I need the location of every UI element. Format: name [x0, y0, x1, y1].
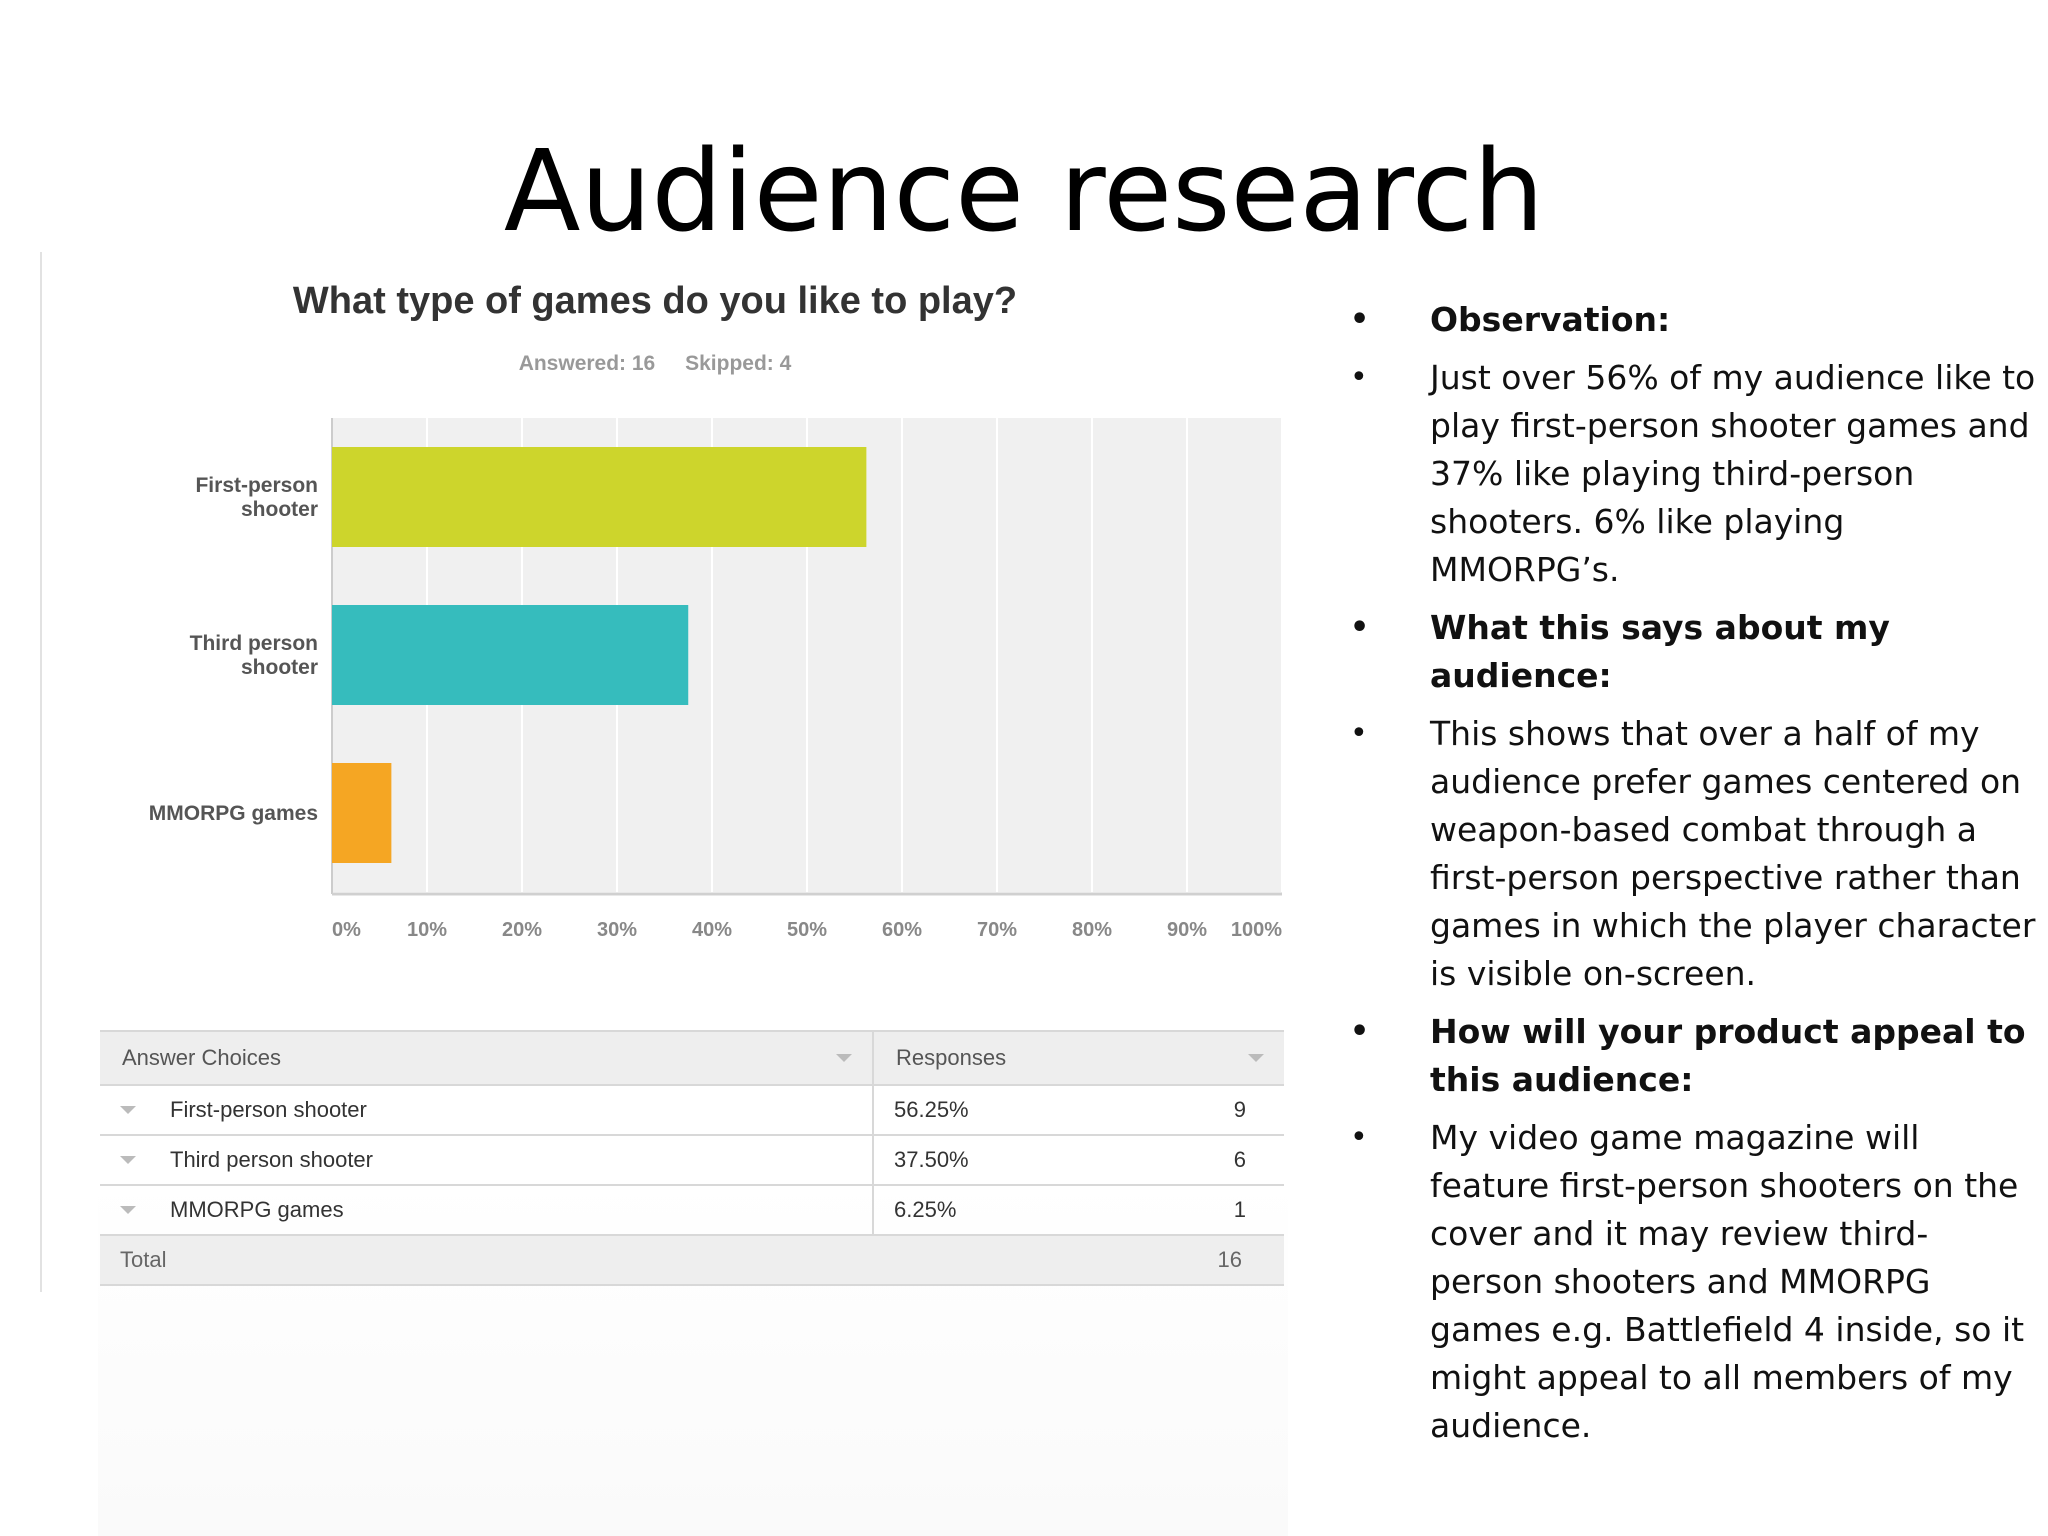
table-total-row: Total 16 — [100, 1235, 1284, 1286]
expand-caret-icon[interactable] — [120, 1106, 136, 1114]
slide-title: Audience research — [503, 127, 1545, 257]
bar-chart: 0% 10% 20% 30% 40% 50% 60% 70% 80% 90% 100% First-p… — [149, 418, 1283, 941]
answer-choices-header[interactable]: Answer Choices — [100, 1030, 874, 1086]
x-tick-label: 100% — [1231, 919, 1282, 941]
count-cell: 6 — [1124, 1135, 1284, 1186]
choice-cell: First-person shooter — [100, 1085, 874, 1136]
x-tick-label: 40% — [692, 919, 732, 941]
x-tick-label: 70% — [977, 919, 1017, 941]
x-tick-label: 20% — [502, 919, 542, 941]
choice-label: First-person shooter — [170, 1097, 367, 1122]
bar-mmorpg-games — [332, 763, 392, 863]
sort-caret-icon — [1248, 1054, 1264, 1062]
x-tick-label: 0% — [332, 919, 361, 941]
table-header-row: Answer Choices Responses — [100, 1030, 1284, 1086]
percent-cell: 56.25% — [873, 1085, 1124, 1136]
answer-choices-label: Answer Choices — [122, 1045, 281, 1070]
bullet-appeal-heading: How will your product appeal to this aud… — [1346, 1008, 2036, 1104]
bar-first-person-shooter — [332, 447, 867, 547]
percent-cell: 6.25% — [873, 1185, 1124, 1236]
bullet-audience-heading: What this says about my audience: — [1346, 604, 2036, 700]
x-tick-label: 30% — [597, 919, 637, 941]
category-label: Third person shooter — [190, 632, 318, 679]
notes-bullet-list: Observation: Just over 56% of my audienc… — [1346, 296, 2036, 1460]
choice-cell: MMORPG games — [100, 1185, 874, 1236]
responses-header[interactable]: Responses — [873, 1030, 1284, 1086]
x-tick-label: 10% — [407, 919, 447, 941]
table-row: Third person shooter 37.50% 6 — [100, 1135, 1284, 1186]
responses-table: Answer Choices Responses First-person sh… — [100, 1030, 1284, 1286]
count-value: 9 — [1233, 1097, 1246, 1122]
choice-label: Third person shooter — [170, 1147, 373, 1172]
percent-cell: 37.50% — [873, 1135, 1124, 1186]
bullet-observation-text: Just over 56% of my audience like to pla… — [1346, 354, 2036, 594]
x-tick-label: 50% — [787, 919, 827, 941]
x-tick-label: 90% — [1167, 919, 1207, 941]
category-label: First-person shooter — [195, 474, 318, 521]
left-divider — [40, 252, 42, 1292]
answered-count: Answered: 16 — [518, 352, 656, 375]
bullet-observation-heading: Observation: — [1346, 296, 2036, 344]
percent-value: 56.25% — [894, 1097, 969, 1122]
count-value: 1 — [1233, 1197, 1246, 1222]
chart-title: What type of games do you like to play? — [292, 280, 1018, 322]
table-row: First-person shooter 56.25% 9 — [100, 1085, 1284, 1136]
percent-value: 37.50% — [894, 1147, 969, 1172]
total-label: Total — [120, 1247, 167, 1272]
bullet-audience-text: This shows that over a half of my audien… — [1346, 710, 2036, 998]
x-tick-label: 80% — [1072, 919, 1112, 941]
bar-third-person-shooter — [332, 605, 689, 705]
total-value-cell: 16 — [873, 1235, 1284, 1286]
bullet-appeal-text: My video game magazine will feature firs… — [1346, 1114, 2036, 1450]
skipped-count: Skipped: 4 — [685, 352, 792, 375]
count-cell: 1 — [1124, 1185, 1284, 1236]
responses-label: Responses — [896, 1045, 1007, 1070]
choice-label: MMORPG games — [170, 1197, 344, 1222]
total-label-cell: Total — [100, 1235, 873, 1286]
count-cell: 9 — [1124, 1085, 1284, 1136]
sort-caret-icon — [836, 1054, 852, 1062]
total-value: 16 — [1217, 1247, 1242, 1272]
category-label: MMORPG games — [149, 802, 318, 825]
table-row: MMORPG games 6.25% 1 — [100, 1185, 1284, 1236]
x-tick-label: 60% — [882, 919, 922, 941]
expand-caret-icon[interactable] — [120, 1156, 136, 1164]
choice-cell: Third person shooter — [100, 1135, 874, 1186]
percent-value: 6.25% — [894, 1197, 957, 1222]
chart-answer-stats: Answered: 16 Skipped: 4 — [0, 352, 1310, 376]
expand-caret-icon[interactable] — [120, 1206, 136, 1214]
count-value: 6 — [1233, 1147, 1246, 1172]
